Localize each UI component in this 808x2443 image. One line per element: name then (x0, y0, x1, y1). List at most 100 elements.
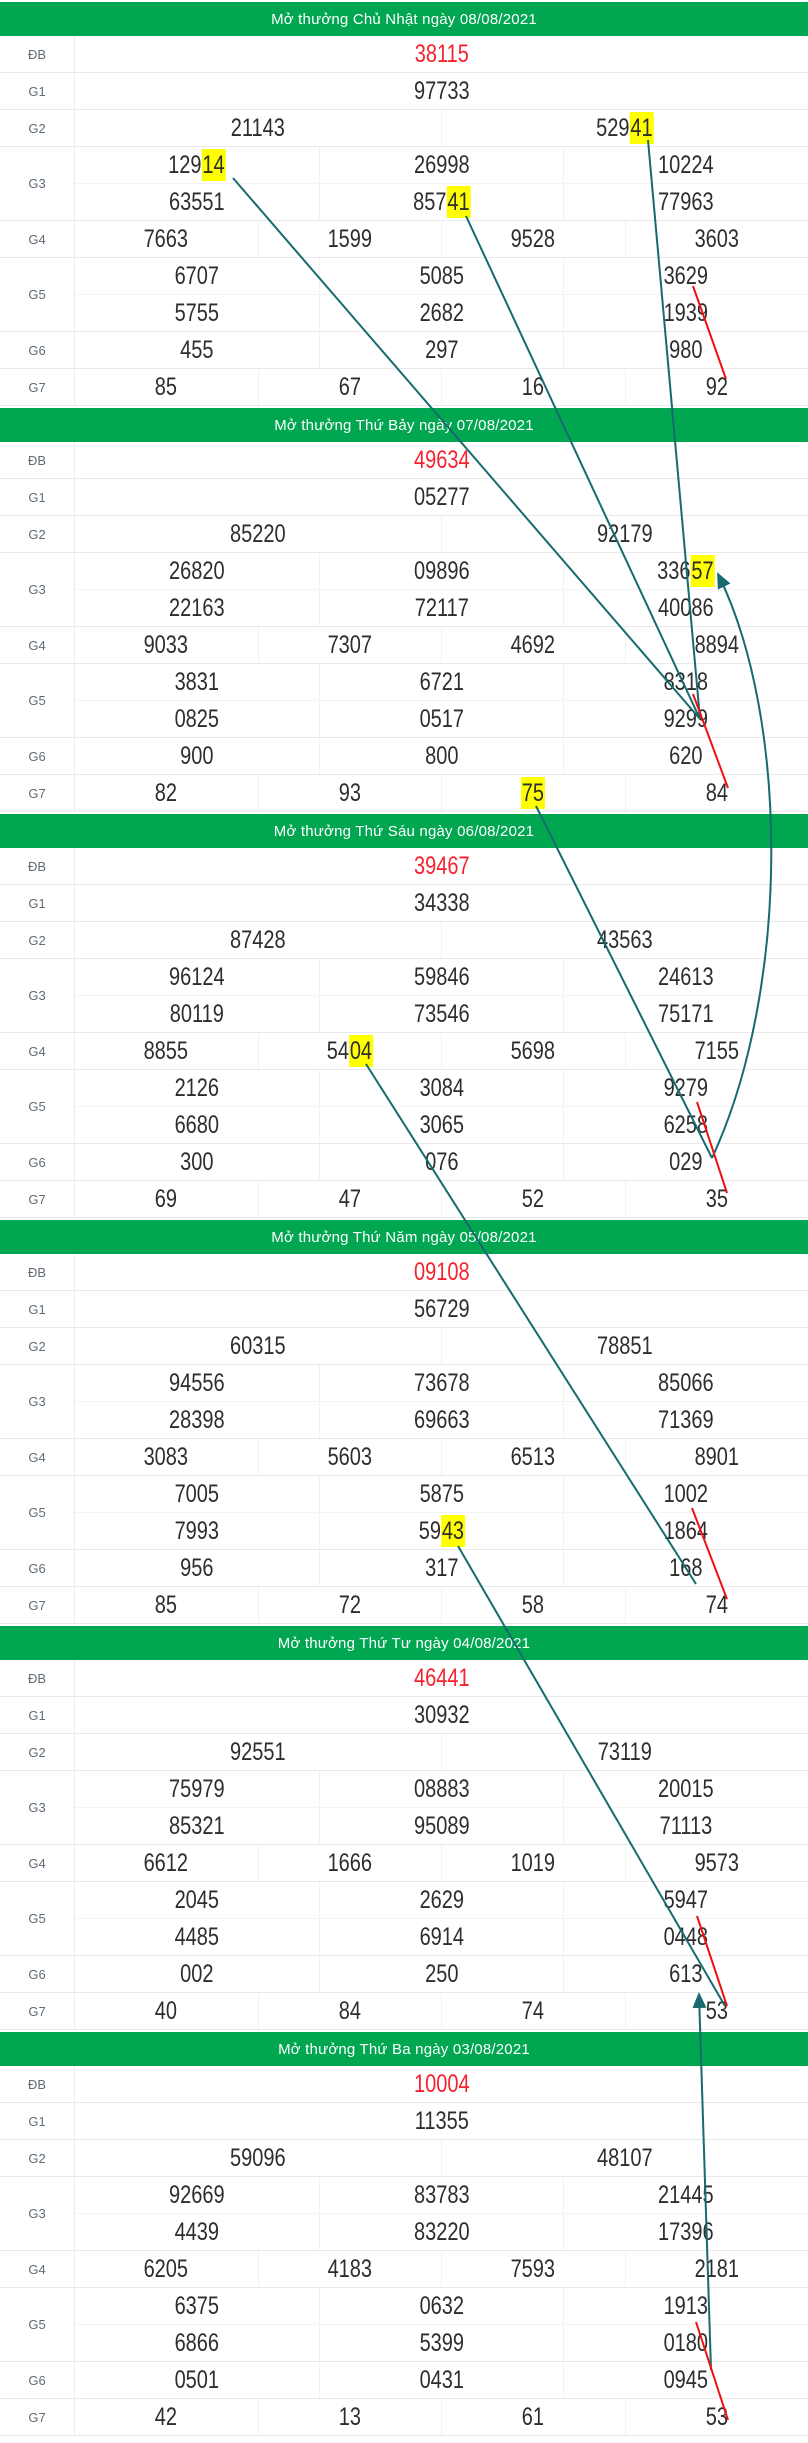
prize-cell: 0448 (564, 1919, 808, 1955)
prize-cell: 72117 (320, 590, 565, 626)
prize-number: 38115 (414, 39, 469, 68)
prize-number: 6707 (174, 261, 220, 290)
prize-number: 05277 (413, 482, 470, 511)
prize-label: G7 (0, 1587, 75, 1623)
prize-subrow: 85321 95089 71113 (75, 1808, 808, 1844)
prize-cell: 35 (626, 1181, 808, 1217)
special-prize-cell: 39467 (75, 848, 808, 884)
prize-cell: 1666 (259, 1845, 442, 1881)
prize-number: 47 (338, 1184, 361, 1213)
prize-cell: 7593 (442, 2251, 626, 2287)
prize-number: 16 (522, 372, 545, 401)
prize-row-content: 900 800 620 (75, 738, 808, 774)
prize-row-content: 2045 2629 5947 4485 6914 0448 (75, 1882, 808, 1955)
prize-cell: 1599 (259, 221, 442, 257)
prize-subrow: 40 84 74 53 (75, 1993, 808, 2029)
prize-number: 980 (669, 335, 703, 364)
prize-table: ĐB 49634 G1 05277 G2 85220 92179 G3 26820 09896 33… (0, 442, 808, 812)
prize-number: 168 (669, 1553, 703, 1582)
prize-row-content: 3083 5603 6513 8901 (75, 1439, 808, 1475)
prize-row-content: 8855 5404 5698 7155 (75, 1033, 808, 1069)
prize-cell: 85 (75, 1587, 259, 1623)
prize-label: G1 (0, 885, 75, 921)
prize-number: 9279 (663, 1073, 709, 1102)
prize-label: G2 (0, 516, 75, 552)
prize-label: G4 (0, 627, 75, 663)
prize-number: 46441 (413, 1663, 470, 1692)
prize-row-g1: G1 56729 (0, 1291, 808, 1328)
prize-subrow: 96124 59846 24613 (75, 959, 808, 996)
prize-number: 6914 (419, 1922, 464, 1951)
highlighted-digits: 75 (521, 776, 546, 809)
prize-cell: 26820 (75, 553, 320, 589)
prize-number: 9299 (663, 704, 709, 733)
prize-cell: 84 (259, 1993, 442, 2029)
prize-cell: 956 (75, 1550, 320, 1586)
prize-cell: 48107 (442, 2140, 808, 2176)
prize-number: 92 (705, 372, 728, 401)
prize-row-g2: G2 85220 92179 (0, 516, 808, 553)
draw-section-2021-08-04: Mở thưởng Thứ Tư ngày 04/08/2021 ĐB 46441… (0, 1626, 808, 2030)
prize-label: G5 (0, 258, 75, 331)
prize-cell: 5755 (75, 295, 320, 331)
draw-header: Mở thưởng Thứ Sáu ngày 06/08/2021 (0, 814, 808, 848)
prize-number: 09896 (413, 556, 470, 585)
prize-number: 8855 (144, 1036, 189, 1065)
prize-number: 002 (180, 1959, 214, 1988)
prize-cell: 71113 (564, 1808, 808, 1844)
prize-number: 92179 (597, 519, 653, 548)
prize-cell: 6707 (75, 258, 320, 294)
prize-cell: 6914 (320, 1919, 565, 1955)
prize-label: G2 (0, 1734, 75, 1770)
prize-row-g4: G4 6612 1666 1019 9573 (0, 1845, 808, 1882)
prize-subrow: 002 250 613 (75, 1956, 808, 1992)
prize-cell: 80119 (75, 996, 320, 1032)
draw-title: Mở thưởng Thứ Ba ngày 03/08/2021 (278, 2040, 530, 2058)
prize-subrow: 39467 (75, 848, 808, 884)
draw-section-2021-08-05: Mở thưởng Thứ Năm ngày 05/08/2021 ĐB 0910… (0, 1220, 808, 1624)
special-prize-cell: 49634 (75, 442, 808, 478)
prize-number: 9528 (511, 224, 556, 253)
prize-cell: 09896 (320, 553, 565, 589)
prize-subrow: 956 317 168 (75, 1550, 808, 1586)
prize-number: 69 (155, 1184, 178, 1213)
prize-cell: 77963 (564, 184, 808, 220)
prize-number: 0448 (663, 1922, 709, 1951)
prize-row-g3: G3 92669 83783 21445 4439 83220 17396 (0, 2177, 808, 2251)
prize-label: G5 (0, 2288, 75, 2361)
prize-number: 3831 (174, 667, 220, 696)
prize-cell: 40 (75, 1993, 259, 2029)
prize-number: 21143 (230, 113, 286, 142)
highlighted-digits: 57 (690, 554, 715, 587)
prize-row-content: 75979 08883 20015 85321 95089 71113 (75, 1771, 808, 1844)
prize-cell: 8855 (75, 1033, 259, 1069)
prize-table: ĐB 09108 G1 56729 G2 60315 78851 G3 94556 73678 85… (0, 1254, 808, 1624)
prize-row-content: 7663 1599 9528 3603 (75, 221, 808, 257)
prize-number: 4485 (174, 1922, 220, 1951)
prize-number: 7663 (144, 224, 189, 253)
prize-label: G5 (0, 1070, 75, 1143)
prize-label: G1 (0, 1291, 75, 1327)
prize-cell: 11355 (75, 2103, 808, 2139)
prize-label: G5 (0, 1882, 75, 1955)
highlighted-digits: 41 (446, 185, 471, 218)
draw-title: Mở thưởng Thứ Năm ngày 05/08/2021 (271, 1228, 537, 1246)
prize-subrow: 92669 83783 21445 (75, 2177, 808, 2214)
prize-subrow: 8855 5404 5698 7155 (75, 1033, 808, 1069)
prize-label: G2 (0, 2140, 75, 2176)
prize-label: G6 (0, 1550, 75, 1586)
prize-cell: 317 (320, 1550, 565, 1586)
prize-cell: 85066 (564, 1365, 808, 1401)
prize-number: 21445 (658, 2180, 714, 2209)
prize-cell: 3065 (320, 1107, 565, 1143)
prize-row-content: 34338 (75, 885, 808, 921)
prize-row-g5: G5 7005 5875 1002 7993 5943 1864 (0, 1476, 808, 1550)
prize-cell: 75979 (75, 1771, 320, 1807)
prize-row-content: 59096 48107 (75, 2140, 808, 2176)
prize-cell: 300 (75, 1144, 320, 1180)
prize-number: 6612 (144, 1848, 189, 1877)
prize-cell: 0632 (320, 2288, 565, 2324)
prize-cell: 8901 (626, 1439, 808, 1475)
prize-label: G3 (0, 1771, 75, 1844)
prize-cell: 94556 (75, 1365, 320, 1401)
